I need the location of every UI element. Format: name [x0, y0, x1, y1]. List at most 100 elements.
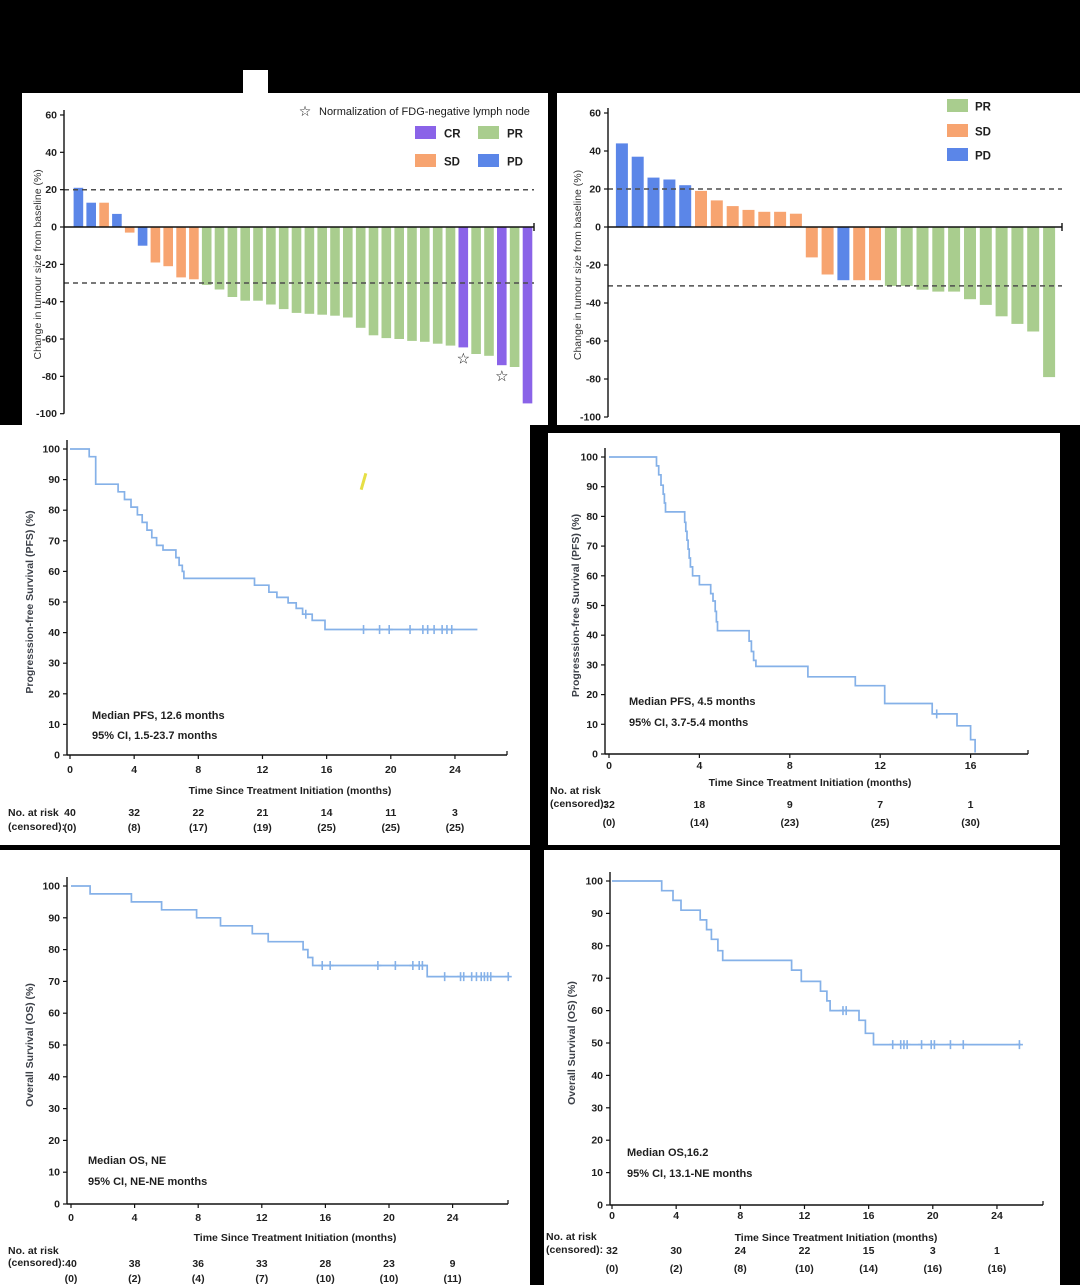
bar-pd: [837, 227, 850, 281]
legend-label-sd: SD: [444, 157, 460, 169]
pfs-left-chart: 1009080706050403020100Progresssion-free …: [8, 440, 508, 834]
median-annotation: Median PFS, 12.6 months: [92, 710, 225, 722]
bar-pr: [381, 227, 392, 339]
star-icon: ☆: [495, 368, 508, 385]
censored-label: (censored):: [550, 798, 607, 810]
x-tick-label: 0: [606, 760, 612, 772]
at-risk-value: 14: [321, 807, 333, 819]
bar-pr: [884, 227, 897, 286]
y-tick-label: 60: [48, 566, 60, 578]
legend-swatch-sd: [947, 124, 968, 137]
censored-value: (7): [255, 1273, 268, 1285]
y-tick-label: 20: [586, 689, 598, 701]
legend-swatch-pd: [478, 154, 499, 167]
at-risk-value: 32: [128, 807, 140, 819]
y-tick-label: 50: [591, 1038, 603, 1050]
y-tick-label: 10: [586, 719, 598, 731]
y-axis-title: Progresssion-free Survival (PFS) (%): [24, 510, 36, 693]
bar-pd: [112, 213, 122, 227]
y-tick-label: 0: [595, 222, 601, 234]
risk-label: No. at risk: [546, 1231, 597, 1243]
at-risk-value: 40: [65, 1258, 77, 1270]
y-tick-label: 30: [586, 659, 598, 671]
top-notch: [243, 70, 268, 93]
x-axis: 0 4 8 12 16 20 24: [609, 1201, 1044, 1222]
y-axis-title: Change in tumour size from baseline (%): [572, 170, 584, 360]
censored-value: (10): [380, 1273, 399, 1285]
y-tick-label: 50: [48, 597, 60, 609]
censored-value: (16): [988, 1263, 1007, 1275]
bar-pd: [73, 187, 84, 227]
censored-value: (0): [65, 1273, 78, 1285]
y-tick-label: 100: [585, 876, 603, 888]
bar-pr: [330, 227, 340, 316]
risk-label: No. at risk: [550, 785, 601, 797]
x-tick-label: 12: [257, 764, 269, 776]
x-tick-label: 0: [609, 1210, 615, 1222]
y-tick-label: 10: [48, 719, 60, 731]
median-annotation: Median OS,16.2: [627, 1147, 708, 1159]
legend-label-cr: CR: [444, 129, 461, 141]
bar-sd: [869, 227, 881, 281]
x-tick-label: 0: [67, 764, 73, 776]
bar-pr: [214, 227, 225, 290]
censored-value: (0): [603, 817, 616, 829]
x-tick-label: 8: [787, 760, 793, 772]
bar-cr: [458, 227, 469, 348]
at-risk-value: 21: [257, 807, 269, 819]
x-axis-title: Time Since Treatment Initiation (months): [735, 1232, 938, 1244]
panel-km-os-right: 100 90 80 70 60 50 40 30 20 10 0 Overall Survival (…: [544, 850, 1060, 1285]
y-tick-label: 0: [51, 222, 57, 234]
y-tick-label: -60: [586, 336, 601, 348]
at-risk-value: 33: [256, 1258, 268, 1270]
bar-pr: [240, 227, 250, 301]
y-tick-label: 40: [586, 630, 598, 642]
panel-waterfall-left: 60 40 20 0 -20 -40 -60 -80 -100 Change in tumour …: [22, 93, 548, 425]
bar-cr: [522, 227, 533, 404]
bar-sd: [124, 227, 135, 233]
y-tick-label: -20: [42, 259, 57, 271]
x-tick-label: 16: [863, 1210, 875, 1222]
legend-label-pr: PR: [507, 129, 524, 141]
bar-sd: [821, 227, 834, 275]
y-tick-label: 40: [48, 627, 60, 639]
risk-table: No. at risk(censored):32 (0) 18 (14) 9 (23) 7 (…: [550, 785, 980, 829]
x-tick-label: 4: [673, 1210, 679, 1222]
bar-sd: [726, 206, 739, 227]
median-annotation: Median OS, NE: [88, 1155, 166, 1167]
censored-value: (2): [128, 1273, 141, 1285]
y-tick-label: 80: [48, 505, 60, 517]
at-risk-value: 24: [734, 1245, 746, 1257]
censored-value: (25): [317, 822, 336, 834]
x-tick-label: 16: [320, 1212, 332, 1224]
at-risk-value: 1: [968, 799, 974, 811]
bar-sd: [189, 227, 199, 280]
star-icon: ☆: [299, 103, 312, 119]
y-tick-label: 60: [48, 1008, 60, 1020]
legend-swatch-sd: [415, 154, 436, 167]
bar-pr: [484, 227, 494, 356]
bar-pr: [407, 227, 417, 341]
x-tick-label: 12: [256, 1212, 268, 1224]
bar-pr: [304, 227, 315, 314]
bar-sd: [774, 211, 787, 227]
y-tick-label: 20: [589, 184, 601, 196]
censor-marks: [302, 609, 456, 635]
x-tick-label: 4: [131, 764, 137, 776]
km-curve: [609, 456, 976, 753]
bar-pr: [1011, 227, 1024, 324]
bar-sd: [758, 211, 771, 227]
y-tick-label: -100: [36, 408, 57, 420]
y-tick-label: -80: [42, 371, 57, 383]
x-axis-title: Time Since Treatment Initiation (months): [709, 777, 912, 789]
bar-sd: [163, 227, 173, 267]
y-tick-label: 90: [591, 908, 603, 920]
y-tick-label: 50: [586, 600, 598, 612]
reference-lines: [608, 188, 1062, 287]
y-tick-label: 0: [54, 1199, 60, 1211]
note-text: Normalization of FDG-negative lymph node: [319, 106, 530, 118]
censored-label: (censored):: [546, 1244, 603, 1256]
bar-pr: [1027, 227, 1040, 332]
